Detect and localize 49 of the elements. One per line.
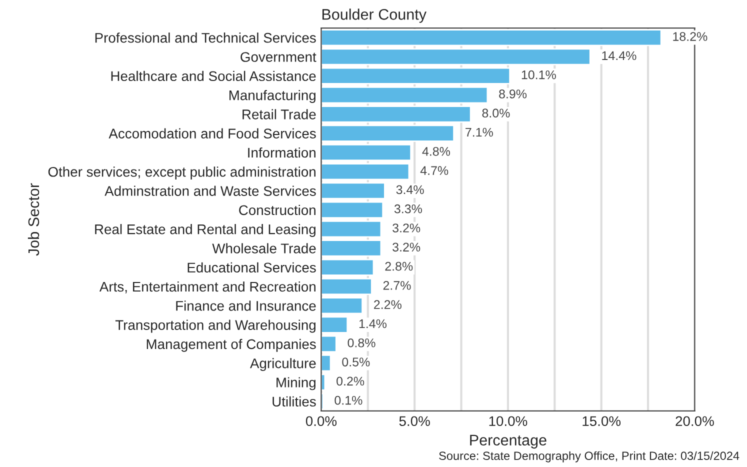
y-tick-label: Manufacturing	[229, 90, 316, 103]
y-tick-label: Professional and Technical Services	[95, 32, 316, 43]
y-tick-label: Healthcare and Social Assistance	[111, 70, 316, 82]
data-label: 3.3%	[394, 204, 422, 214]
y-tick-label: Utilities	[272, 396, 316, 407]
y-tick-label: Wholesale Trade	[212, 243, 316, 254]
y-tick-label: Educational Services	[188, 262, 316, 273]
data-label: 2.8%	[385, 262, 413, 271]
y-tick-label: Retail Trade	[242, 109, 316, 120]
data-label: 0.5%	[342, 358, 370, 366]
chart-title: Boulder County	[322, 8, 426, 23]
data-label: 1.4%	[359, 319, 387, 328]
y-tick-label: Finance and Insurance	[176, 300, 316, 311]
data-label: 18.2%	[673, 32, 708, 41]
y-tick-label: Information	[248, 147, 316, 158]
data-label: 3.2%	[392, 242, 420, 252]
y-tick-label: Government	[240, 52, 316, 62]
y-axis-title: Job Sector	[28, 183, 40, 256]
y-tick-label: Accomodation and Food Services	[108, 128, 316, 138]
y-tick-label: Real Estate and Rental and Leasing	[95, 224, 316, 237]
x-tick-label: 5.0%	[399, 416, 430, 426]
y-tick-label: Mining	[276, 377, 316, 390]
x-tick-label: 0.0%	[306, 416, 337, 426]
y-tick-label: Construction	[239, 204, 316, 216]
x-tick-label: 15.0%	[582, 416, 621, 426]
y-tick-label: Adminstration and Waste Services	[104, 186, 316, 196]
y-tick-label: Arts, Entertainment and Recreation	[99, 281, 316, 294]
data-label: 10.1%	[522, 70, 556, 80]
x-axis-title: Percentage	[470, 434, 546, 449]
data-label: 2.2%	[374, 300, 402, 309]
y-tick-label: Transportation and Warehousing	[115, 320, 316, 333]
data-label: 8.9%	[499, 90, 527, 98]
data-label: 7.1%	[466, 128, 493, 137]
data-label: 8.0%	[482, 108, 510, 118]
y-tick-label: Other services; except public administration	[48, 166, 316, 180]
data-label: 4.7%	[420, 166, 448, 175]
x-tick-label: 20.0%	[676, 416, 714, 426]
data-label: 0.2%	[336, 376, 364, 386]
data-label: 4.8%	[422, 146, 450, 156]
y-tick-label: Management of Companies	[146, 338, 316, 352]
data-label: 3.2%	[392, 224, 420, 232]
data-label: 3.4%	[396, 185, 424, 194]
source-note: Source: State Demography Office, Print Date: 03/15/2024	[439, 451, 740, 462]
data-label: 0.8%	[348, 338, 376, 348]
data-label: 0.1%	[334, 396, 362, 405]
x-tick-label: 10.0%	[489, 416, 528, 426]
data-label: 2.7%	[383, 281, 411, 290]
y-tick-label: Agriculture	[250, 358, 316, 372]
data-label: 14.4%	[602, 51, 636, 60]
